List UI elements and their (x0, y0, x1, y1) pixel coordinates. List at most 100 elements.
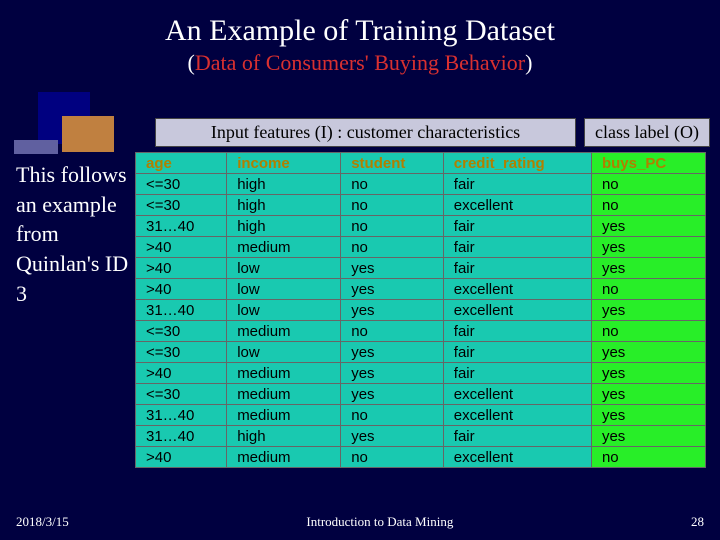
table-row: <=30lowyesfairyes (136, 342, 706, 363)
table-header-cell: buys_PC (591, 153, 705, 174)
table-cell: <=30 (136, 342, 227, 363)
table-header-row: ageincomestudentcredit_ratingbuys_PC (136, 153, 706, 174)
table-cell: excellent (443, 300, 591, 321)
table-cell: no (341, 405, 444, 426)
table-cell: high (227, 174, 341, 195)
table-header-cell: income (227, 153, 341, 174)
table-cell: no (341, 216, 444, 237)
footer-date: 2018/3/15 (16, 514, 69, 530)
table-row: <=30mediumyesexcellentyes (136, 384, 706, 405)
table-cell: yes (591, 426, 705, 447)
table-cell: no (341, 321, 444, 342)
table-cell: fair (443, 216, 591, 237)
table-row: 31…40mediumnoexcellentyes (136, 405, 706, 426)
table-row: >40lowyesexcellentno (136, 279, 706, 300)
table-cell: medium (227, 405, 341, 426)
table-cell: yes (341, 300, 444, 321)
table-cell: excellent (443, 405, 591, 426)
table-row: <=30highnoexcellentno (136, 195, 706, 216)
table-cell: medium (227, 384, 341, 405)
slide-title: An Example of Training Dataset (0, 14, 720, 48)
table-cell: yes (591, 342, 705, 363)
table-cell: no (591, 174, 705, 195)
table-cell: no (591, 279, 705, 300)
table-cell: 31…40 (136, 426, 227, 447)
table-cell: yes (341, 426, 444, 447)
table-cell: <=30 (136, 321, 227, 342)
table-cell: high (227, 195, 341, 216)
table-cell: excellent (443, 195, 591, 216)
table-cell: no (341, 195, 444, 216)
table-cell: yes (591, 258, 705, 279)
table-cell: excellent (443, 384, 591, 405)
title-area: An Example of Training Dataset (Data of … (0, 14, 720, 76)
table-row: >40mediumnoexcellentno (136, 447, 706, 468)
subtitle-open: ( (188, 50, 195, 75)
table-cell: >40 (136, 447, 227, 468)
table-cell: fair (443, 321, 591, 342)
table-row: <=30highnofairno (136, 174, 706, 195)
deco-block (14, 140, 58, 154)
table-row: 31…40highyesfairyes (136, 426, 706, 447)
table-cell: yes (591, 216, 705, 237)
table-body: <=30highnofairno<=30highnoexcellentno31…… (136, 174, 706, 468)
column-group-labels: Input features (I) : customer characteri… (155, 118, 710, 147)
table-cell: high (227, 426, 341, 447)
table-row: 31…40highnofairyes (136, 216, 706, 237)
table-cell: no (591, 321, 705, 342)
table-cell: yes (341, 279, 444, 300)
table-header-cell: student (341, 153, 444, 174)
table-row: <=30mediumnofairno (136, 321, 706, 342)
table-cell: medium (227, 321, 341, 342)
table-cell: no (341, 174, 444, 195)
table-cell: no (341, 237, 444, 258)
table-cell: yes (591, 384, 705, 405)
subtitle-close: ) (525, 50, 532, 75)
table-cell: low (227, 258, 341, 279)
table-cell: fair (443, 174, 591, 195)
footer-page: 28 (691, 514, 704, 530)
table-cell: low (227, 342, 341, 363)
class-label-label: class label (O) (584, 118, 710, 147)
table-cell: no (341, 447, 444, 468)
table-cell: fair (443, 342, 591, 363)
table-cell: low (227, 279, 341, 300)
table-cell: yes (341, 384, 444, 405)
footer-course: Introduction to Data Mining (69, 514, 691, 530)
table-cell: <=30 (136, 384, 227, 405)
slide-footer: 2018/3/15 Introduction to Data Mining 28 (16, 514, 704, 530)
table-cell: 31…40 (136, 216, 227, 237)
table-cell: medium (227, 237, 341, 258)
table-cell: low (227, 300, 341, 321)
table-cell: yes (341, 342, 444, 363)
table-cell: medium (227, 447, 341, 468)
table-cell: 31…40 (136, 405, 227, 426)
table-cell: yes (591, 300, 705, 321)
table-cell: yes (341, 258, 444, 279)
subtitle-text: Data of Consumers' Buying Behavior (195, 50, 525, 75)
table-cell: yes (341, 363, 444, 384)
table-cell: 31…40 (136, 300, 227, 321)
table-cell: yes (591, 363, 705, 384)
training-data-table-wrap: ageincomestudentcredit_ratingbuys_PC <=3… (135, 152, 706, 468)
table-row: >40lowyesfairyes (136, 258, 706, 279)
side-note: This follows an example from Quinlan's I… (16, 160, 134, 308)
table-cell: >40 (136, 363, 227, 384)
table-cell: >40 (136, 279, 227, 300)
training-data-table: ageincomestudentcredit_ratingbuys_PC <=3… (135, 152, 706, 468)
table-cell: no (591, 195, 705, 216)
table-cell: fair (443, 363, 591, 384)
input-features-label: Input features (I) : customer characteri… (155, 118, 576, 147)
table-cell: excellent (443, 447, 591, 468)
table-row: 31…40lowyesexcellentyes (136, 300, 706, 321)
table-cell: no (591, 447, 705, 468)
table-cell: fair (443, 426, 591, 447)
table-cell: <=30 (136, 174, 227, 195)
table-cell: >40 (136, 258, 227, 279)
table-cell: >40 (136, 237, 227, 258)
table-header-cell: age (136, 153, 227, 174)
table-cell: fair (443, 258, 591, 279)
table-cell: yes (591, 237, 705, 258)
table-cell: <=30 (136, 195, 227, 216)
table-row: >40mediumnofairyes (136, 237, 706, 258)
